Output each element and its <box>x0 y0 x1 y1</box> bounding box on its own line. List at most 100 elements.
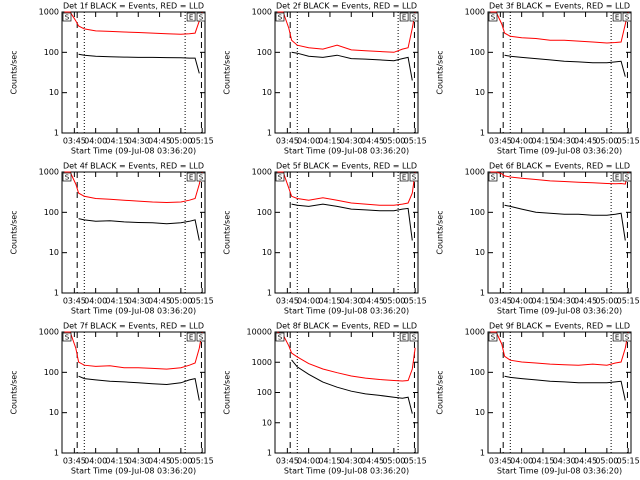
y-tick-label: 1000 <box>39 8 59 17</box>
annotation: E <box>615 334 619 342</box>
annotation: S <box>491 174 496 182</box>
x-tick-label: 03:45 <box>63 137 86 146</box>
annotation-box <box>196 172 206 182</box>
x-tick-label: 03:45 <box>276 297 299 306</box>
x-tick-label: 04:45 <box>574 137 597 146</box>
annotation-box <box>488 172 498 182</box>
annotation: E <box>189 174 193 182</box>
x-tick-label: 04:15 <box>318 137 341 146</box>
x-tick-label: 04:45 <box>574 457 597 466</box>
y-tick-label: 100 <box>470 208 485 217</box>
annotation-box <box>399 12 409 22</box>
chart-title: Det 3f BLACK = Events, RED = LLD <box>489 2 630 11</box>
x-tick-label: 04:00 <box>84 457 107 466</box>
annotation-box <box>488 332 498 342</box>
plot-frame <box>61 331 206 454</box>
chart-title: Det 8f BLACK = Events, RED = LLD <box>276 322 417 331</box>
x-tick-label: 05:00 <box>382 137 405 146</box>
x-tick-label: 04:45 <box>148 297 171 306</box>
y-tick-label: 1 <box>54 449 59 458</box>
x-tick-label: 05:00 <box>169 457 192 466</box>
series-line <box>64 331 203 370</box>
x-tick-label: 05:15 <box>191 137 214 146</box>
x-tick-label: 05:00 <box>169 297 192 306</box>
annotation-box <box>196 12 206 22</box>
y-tick-label: 10 <box>49 248 59 257</box>
annotation-box <box>612 332 622 342</box>
annotation: S <box>625 14 630 22</box>
x-tick-label: 04:00 <box>297 457 320 466</box>
x-tick-label: 04:00 <box>84 297 107 306</box>
chart-title: Det 2f BLACK = Events, RED = LLD <box>276 2 417 11</box>
x-tick-label: 05:00 <box>382 457 405 466</box>
annotation-box <box>275 172 285 182</box>
y-tick-label: 1 <box>54 129 59 138</box>
annotation-box <box>622 332 632 342</box>
y-tick-label: 1 <box>267 129 272 138</box>
chart-title: Det 7f BLACK = Events, RED = LLD <box>63 322 204 331</box>
y-axis-label: Counts/sec <box>436 210 445 254</box>
annotation-box <box>62 12 72 22</box>
series-line <box>490 171 629 185</box>
annotation: S <box>625 174 630 182</box>
chart-title: Det 9f BLACK = Events, RED = LLD <box>489 322 630 331</box>
x-tick-label: 05:15 <box>404 457 427 466</box>
annotation-box <box>399 332 409 342</box>
y-axis-label: Counts/sec <box>10 50 19 94</box>
x-tick-label: 04:15 <box>318 297 341 306</box>
annotation: S <box>199 334 204 342</box>
x-tick-label: 05:00 <box>382 297 405 306</box>
y-tick-label: 1000 <box>465 8 485 17</box>
x-tick-label: 04:45 <box>361 137 384 146</box>
series-line <box>78 53 200 74</box>
x-tick-label: 04:30 <box>553 457 576 466</box>
annotation-box <box>62 332 72 342</box>
y-tick-label: 100 <box>44 368 59 377</box>
x-tick-label: 04:30 <box>127 137 150 146</box>
chart-title: Det 6f BLACK = Events, RED = LLD <box>489 162 630 171</box>
x-axis-label: Start Time (09-Jul-08 03:36:20) <box>497 147 622 156</box>
y-tick-label: 10 <box>49 408 59 417</box>
annotation: S <box>65 334 70 342</box>
y-tick-label: 10 <box>262 248 272 257</box>
y-tick-label: 100 <box>257 388 272 397</box>
x-tick-label: 04:45 <box>361 457 384 466</box>
series-line <box>504 375 626 401</box>
x-tick-label: 04:15 <box>105 457 128 466</box>
series-line <box>291 359 413 414</box>
annotation: S <box>65 174 70 182</box>
y-tick-label: 10 <box>475 408 485 417</box>
plot-frame <box>274 11 419 134</box>
annotation: S <box>491 14 496 22</box>
annotation-box <box>612 12 622 22</box>
annotation: E <box>615 14 619 22</box>
y-tick-label: 100 <box>257 48 272 57</box>
plot-frame <box>61 11 206 134</box>
annotation-box <box>399 172 409 182</box>
annotation-box <box>275 12 285 22</box>
x-tick-label: 04:30 <box>340 137 363 146</box>
y-tick-label: 10 <box>475 88 485 97</box>
annotation: S <box>199 174 204 182</box>
x-tick-label: 03:45 <box>489 297 512 306</box>
x-tick-label: 04:00 <box>510 297 533 306</box>
x-tick-label: 04:15 <box>531 137 554 146</box>
y-axis-label: Counts/sec <box>223 210 232 254</box>
annotation: S <box>412 174 417 182</box>
annotation-box <box>275 332 285 342</box>
series-line <box>504 54 626 77</box>
y-tick-label: 1000 <box>252 168 272 177</box>
x-tick-label: 04:30 <box>127 297 150 306</box>
annotation-box <box>409 172 419 182</box>
plot-frame <box>274 171 419 294</box>
y-tick-label: 1 <box>54 289 59 298</box>
x-tick-label: 05:00 <box>595 297 618 306</box>
series-line <box>490 331 629 366</box>
annotation: E <box>402 334 406 342</box>
y-tick-label: 10000 <box>247 328 272 337</box>
x-tick-label: 04:00 <box>297 297 320 306</box>
x-axis-label: Start Time (09-Jul-08 03:36:20) <box>71 147 196 156</box>
y-tick-label: 10 <box>262 418 272 427</box>
x-tick-label: 04:45 <box>148 137 171 146</box>
